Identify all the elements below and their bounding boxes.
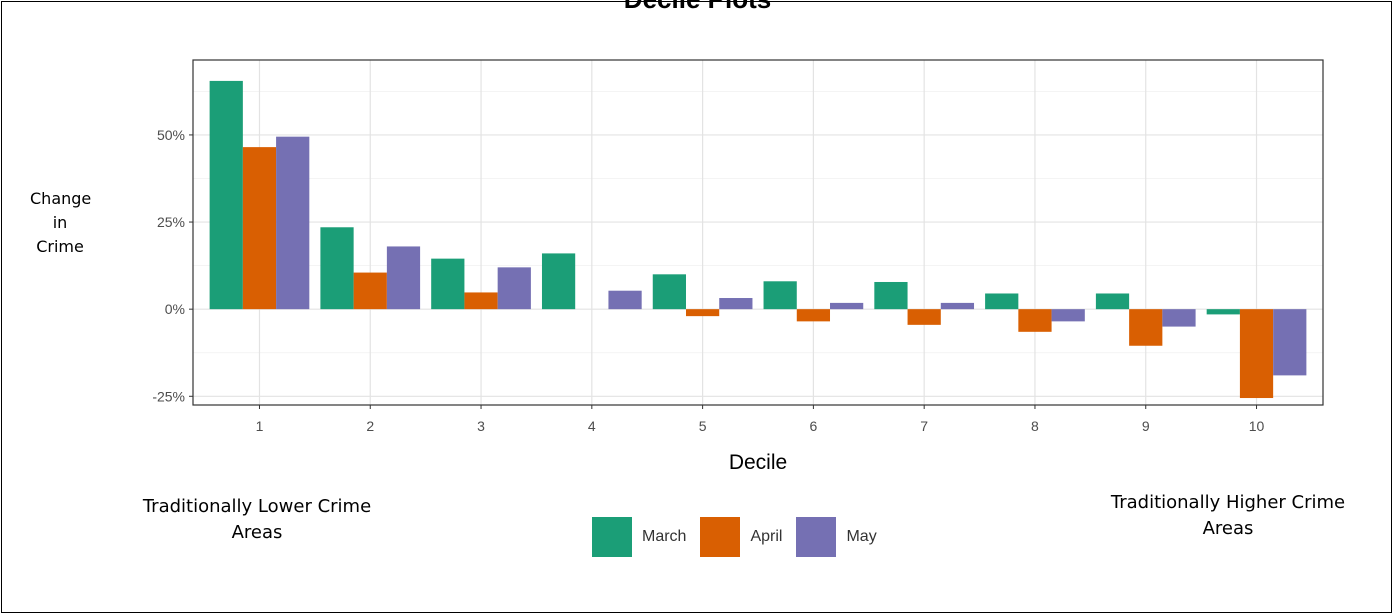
legend-label-may: May [846, 528, 877, 545]
x-tick-label: 10 [1249, 418, 1265, 434]
bar-april-decile-7 [907, 309, 941, 325]
x-tick-label: 7 [920, 418, 928, 434]
bar-may-decile-1 [276, 136, 310, 310]
legend: March April May [592, 516, 891, 558]
bar-may-decile-7 [940, 302, 975, 310]
bar-may-decile-10 [1273, 309, 1307, 376]
bar-april-decile-9 [1129, 309, 1163, 346]
bar-march-decile-5 [652, 274, 686, 310]
x-axis-label: Decile [729, 451, 787, 474]
bar-may-decile-6 [830, 302, 864, 310]
bar-april-decile-2 [353, 272, 387, 310]
y-axis-label-line-2: in [52, 213, 68, 232]
legend-swatch-may [796, 517, 837, 557]
bar-april-decile-1 [242, 147, 277, 310]
x-tick-label: 9 [1142, 418, 1150, 434]
x-tick-label: 2 [366, 418, 374, 434]
higher-crime-annotation: Traditionally Higher Crime Areas [1068, 490, 1388, 542]
bar-march-decile-1 [209, 80, 243, 310]
legend-item-april: April [700, 517, 782, 557]
legend-label-march: March [642, 528, 687, 545]
lower-crime-annotation-line-1: Traditionally Lower Crime [142, 496, 372, 517]
x-tick-label: 1 [256, 418, 264, 434]
plot-panel [193, 60, 1323, 405]
bar-may-decile-5 [719, 298, 753, 310]
bar-april-decile-6 [796, 309, 831, 322]
bar-march-decile-8 [985, 293, 1019, 310]
bar-march-decile-3 [431, 258, 465, 310]
y-tick-label: 50% [157, 127, 185, 143]
bar-april-decile-10 [1239, 309, 1274, 399]
higher-crime-annotation-line-1: Traditionally Higher Crime [1110, 492, 1346, 513]
figure-title: Decile Plots [0, 0, 1395, 12]
bar-march-decile-6 [763, 281, 797, 310]
y-axis-label: Change in Crime [30, 187, 92, 259]
x-tick-label: 8 [1031, 418, 1039, 434]
lower-crime-annotation: Traditionally Lower Crime Areas [112, 494, 402, 546]
y-tick-label: 0% [165, 301, 185, 317]
lower-crime-annotation-line-2: Areas [231, 522, 283, 543]
legend-swatch-march [592, 517, 632, 557]
legend-item-may: May [796, 517, 877, 557]
legend-swatch-april [700, 517, 741, 557]
higher-crime-annotation-line-2: Areas [1202, 518, 1254, 539]
x-tick-label: 4 [588, 418, 596, 434]
bar-march-decile-4 [541, 253, 576, 310]
bar-march-decile-9 [1095, 293, 1130, 310]
x-tick-label: 3 [477, 418, 485, 434]
y-tick-label: -25% [152, 388, 185, 404]
bar-may-decile-4 [608, 290, 642, 310]
plot-panel-border [192, 59, 1324, 406]
legend-label-april: April [750, 528, 783, 545]
x-tick-label: 5 [699, 418, 707, 434]
bar-may-decile-2 [386, 246, 421, 310]
y-tick-label: 25% [157, 214, 185, 230]
bar-march-decile-7 [874, 281, 908, 310]
title-clip: Decile Plots [0, 0, 1395, 12]
bar-may-decile-9 [1162, 309, 1196, 327]
x-tick-label: 6 [809, 418, 817, 434]
bar-may-decile-3 [497, 267, 531, 310]
bar-march-decile-2 [320, 227, 354, 310]
legend-item-march: March [592, 517, 686, 557]
bar-may-decile-8 [1051, 309, 1085, 322]
bar-april-decile-5 [685, 309, 720, 317]
y-axis-label-line-1: Change [30, 189, 92, 208]
bar-march-decile-10 [1206, 309, 1240, 315]
bar-april-decile-3 [464, 292, 498, 310]
y-axis-label-line-3: Crime [36, 237, 84, 256]
bar-april-decile-8 [1018, 309, 1052, 332]
